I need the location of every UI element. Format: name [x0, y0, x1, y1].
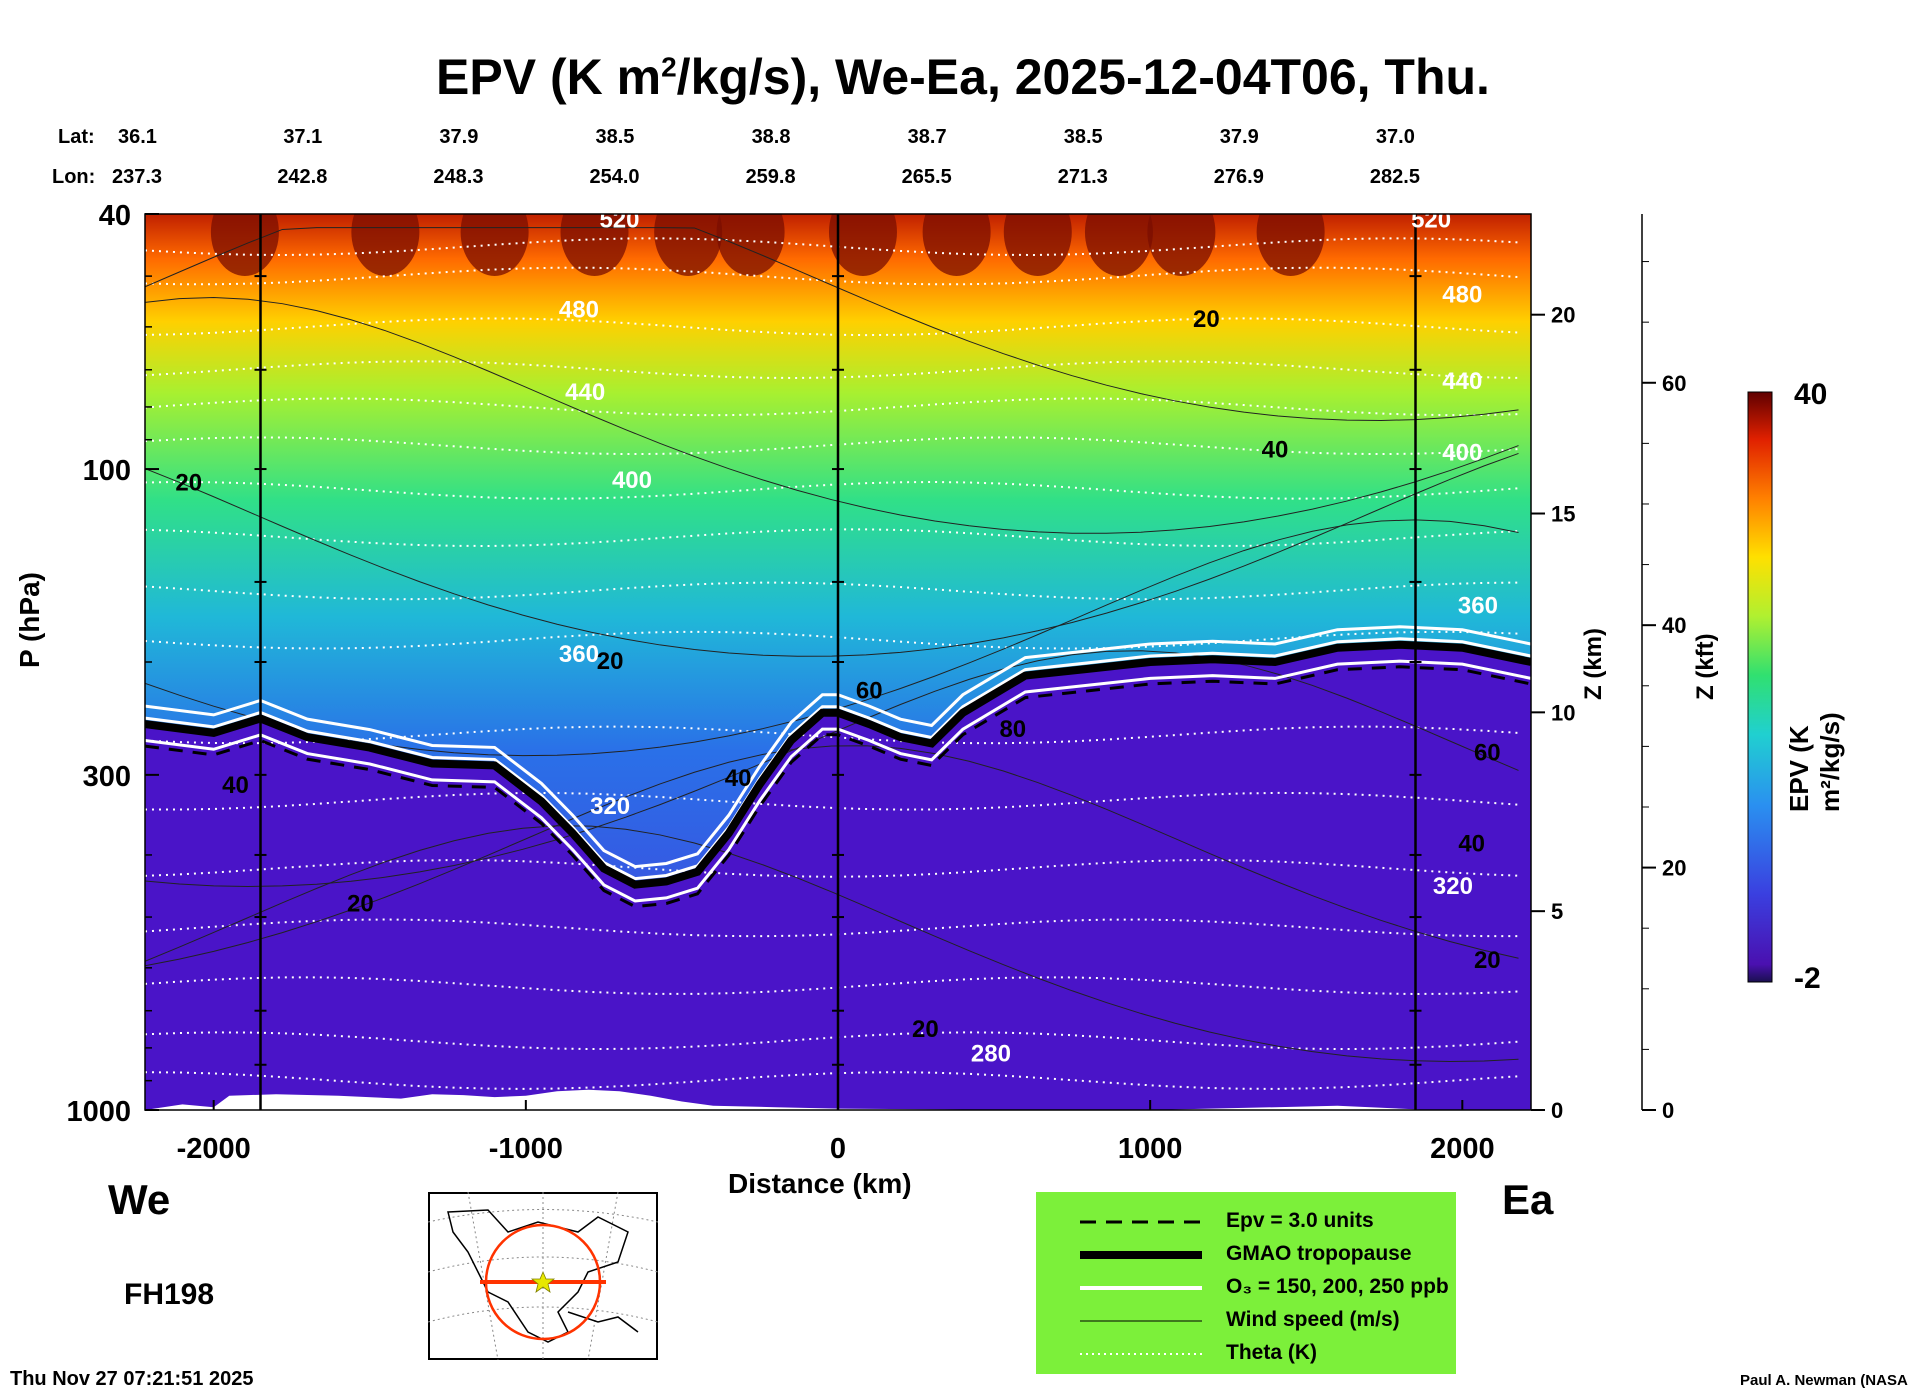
z-kft-tick-label-3: 60 — [1662, 371, 1686, 396]
epv-peak-5 — [717, 188, 785, 276]
legend-label: GMAO tropopause — [1226, 1242, 1412, 1266]
z-km-tick-label-4: 20 — [1551, 303, 1575, 328]
x-tick-label-0: -2000 — [177, 1133, 251, 1165]
z-km-tick-label-3: 15 — [1551, 502, 1575, 527]
theta-label-7: 400 — [1442, 440, 1482, 467]
theta-label-0: 520 — [599, 207, 639, 234]
colorbar-min-label: -2 — [1794, 962, 1821, 996]
epv-peak-11 — [1257, 188, 1325, 276]
z-kft-tick-label-0: 0 — [1662, 1098, 1674, 1123]
epv-peak-2 — [461, 188, 529, 276]
forecast-hour: FH198 — [124, 1278, 214, 1312]
legend-swatch-dashed — [1076, 1215, 1206, 1229]
wind-label-10: 20 — [347, 890, 374, 917]
theta-label-10: 320 — [590, 793, 630, 820]
wind-label-6: 60 — [1474, 740, 1501, 767]
theta-label-9: 360 — [1458, 592, 1498, 619]
wind-label-0: 20 — [175, 469, 202, 496]
legend-label: Wind speed (m/s) — [1226, 1308, 1400, 1332]
colorbar — [1748, 392, 1772, 982]
z-km-tick-label-2: 10 — [1551, 700, 1575, 725]
epv-peak-1 — [351, 188, 419, 276]
legend-swatch-white — [1076, 1281, 1206, 1295]
z-km-tick-label-1: 5 — [1551, 899, 1563, 924]
east-label: Ea — [1502, 1176, 1553, 1224]
z-km-tick-label-0: 0 — [1551, 1098, 1563, 1123]
z-kft-tick-label-2: 40 — [1662, 613, 1686, 638]
wind-label-4: 60 — [856, 677, 883, 704]
legend-swatch-thick — [1076, 1248, 1206, 1262]
y-tick-label-0: 40 — [99, 200, 131, 232]
epv-peak-7 — [923, 188, 991, 276]
wind-label-9: 40 — [1458, 830, 1485, 857]
theta-label-2: 480 — [559, 296, 599, 323]
legend-swatch-thin — [1076, 1314, 1206, 1328]
y-tick-label-1: 100 — [83, 455, 131, 487]
theta-label-6: 400 — [612, 467, 652, 494]
wind-label-3: 40 — [1262, 437, 1289, 464]
epv-peak-8 — [1004, 188, 1072, 276]
colorbar-max-label: 40 — [1794, 378, 1827, 412]
wind-label-1: 20 — [597, 648, 624, 675]
legend-label: O₃ = 150, 200, 250 ppb — [1226, 1275, 1449, 1299]
wind-label-7: 40 — [222, 772, 249, 799]
credit: Paul A. Newman (NASA — [1740, 1372, 1908, 1389]
x-tick-label-1: -1000 — [489, 1133, 563, 1165]
theta-label-3: 480 — [1442, 282, 1482, 309]
x-tick-label-2: 0 — [830, 1133, 846, 1165]
x-axis-label: Distance (km) — [728, 1168, 912, 1200]
wind-label-12: 20 — [1474, 947, 1501, 974]
theta-label-8: 360 — [559, 641, 599, 668]
epv-peak-4 — [654, 188, 722, 276]
theta-label-5: 440 — [1442, 368, 1482, 395]
legend-label: Epv = 3.0 units — [1226, 1209, 1374, 1233]
legend-label: Theta (K) — [1226, 1341, 1317, 1365]
timestamp: Thu Nov 27 07:21:51 2025 — [10, 1368, 253, 1391]
colorbar-label: EPV (K m²/kg/s) — [1784, 670, 1846, 812]
x-tick-label-4: 2000 — [1430, 1133, 1495, 1165]
y-axis-label: P (hPa) — [14, 520, 46, 720]
theta-label-11: 320 — [1433, 873, 1473, 900]
west-label: We — [108, 1176, 170, 1224]
z-kft-tick-label-1: 20 — [1662, 856, 1686, 881]
wind-label-8: 40 — [725, 765, 752, 792]
epv-peak-9 — [1085, 188, 1153, 276]
epv-peak-0 — [211, 188, 279, 276]
theta-label-12: 280 — [971, 1040, 1011, 1067]
x-tick-label-3: 1000 — [1118, 1133, 1183, 1165]
y-tick-label-2: 300 — [83, 761, 131, 793]
y-tick-label-3: 1000 — [66, 1096, 131, 1128]
wind-label-5: 80 — [999, 716, 1026, 743]
theta-label-1: 520 — [1411, 207, 1451, 234]
wind-label-11: 20 — [912, 1016, 939, 1043]
z-km-axis-label: Z (km) — [1580, 628, 1608, 700]
legend-swatch-dotted — [1076, 1347, 1206, 1361]
wind-label-2: 20 — [1193, 306, 1220, 333]
inset-map — [428, 1192, 658, 1360]
z-kft-axis-label: Z (kft) — [1692, 633, 1720, 700]
theta-label-4: 440 — [565, 379, 605, 406]
epv-peak-10 — [1147, 188, 1215, 276]
